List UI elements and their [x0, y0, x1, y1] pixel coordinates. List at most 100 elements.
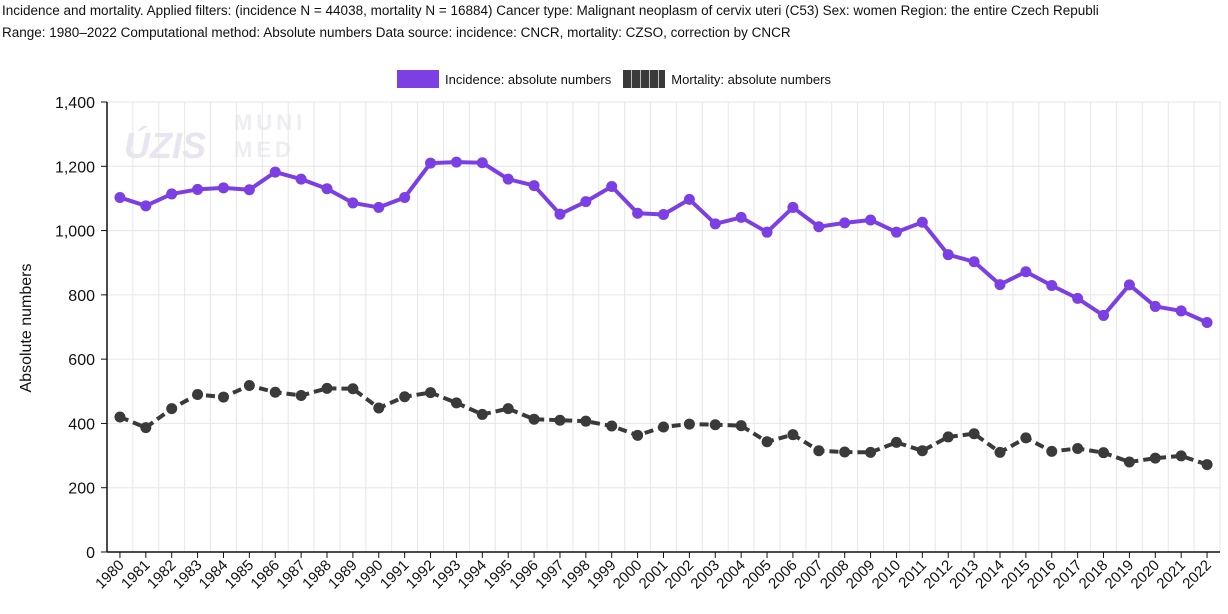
x-tick-label: 2009: [843, 557, 879, 593]
data-point-incidence[interactable]: Incidence: absolute numbers 1996: 1140: [528, 180, 540, 192]
data-point-incidence[interactable]: Incidence: absolute numbers 1993: 1213: [450, 156, 462, 168]
data-point-incidence[interactable]: Incidence: absolute numbers 1985: 1127: [243, 184, 255, 196]
data-point-incidence[interactable]: Incidence: absolute numbers 2006: 1072: [787, 201, 799, 213]
data-point-incidence[interactable]: Incidence: absolute numbers 2004: 1041: [735, 211, 747, 223]
data-point-mortality[interactable]: Mortality: absolute numbers 1985: 518: [243, 380, 255, 391]
data-point-incidence[interactable]: Incidence: absolute numbers 1994: 1211: [476, 157, 488, 169]
data-point-incidence[interactable]: Incidence: absolute numbers 1982: 1114: [166, 188, 178, 200]
data-point-incidence[interactable]: Incidence: absolute numbers 2014: 832: [994, 279, 1006, 291]
data-point-mortality[interactable]: Mortality: absolute numbers 1992: 496: [425, 387, 437, 399]
data-point-mortality[interactable]: Mortality: absolute numbers 2021: 299: [1175, 450, 1187, 462]
data-point-mortality[interactable]: Mortality: absolute numbers 2022: 272: [1201, 459, 1213, 471]
data-point-mortality[interactable]: Mortality: absolute numbers 2014: 310: [994, 446, 1006, 458]
data-point-mortality[interactable]: Mortality: absolute numbers 1996: 413: [528, 413, 540, 425]
data-point-incidence[interactable]: Incidence: absolute numbers 2005: 995: [761, 226, 773, 238]
data-point-mortality[interactable]: Mortality: absolute numbers 2020: 292: [1149, 452, 1161, 464]
x-tick-label: 2021: [1153, 557, 1189, 593]
data-point-mortality[interactable]: Mortality: absolute numbers 1986: 497: [269, 386, 281, 398]
data-point-mortality[interactable]: Mortality: absolute numbers 1995: 446: [502, 403, 514, 415]
data-point-mortality[interactable]: Mortality: absolute numbers 1988: 509: [321, 382, 333, 394]
data-point-mortality[interactable]: Mortality: absolute numbers 1991: 483: [399, 391, 411, 403]
data-point-mortality[interactable]: Mortality: absolute numbers 1998: 407: [580, 415, 592, 427]
data-point-mortality[interactable]: Mortality: absolute numbers 2009: 310: [865, 446, 877, 458]
data-point-mortality[interactable]: Mortality: absolute numbers 2015: 355: [1020, 432, 1032, 444]
data-point-mortality[interactable]: Mortality: absolute numbers 2006: 365: [787, 429, 799, 441]
data-point-mortality[interactable]: Mortality: absolute numbers 2018: 309: [1098, 447, 1110, 459]
data-point-mortality[interactable]: Mortality: absolute numbers 1984: 482: [217, 391, 229, 403]
y-tick-label: 400: [68, 416, 95, 433]
data-point-mortality[interactable]: Mortality: absolute numbers 1983: 490: [192, 389, 204, 400]
legend-item-incidence[interactable]: Incidence: absolute numbers: [397, 70, 611, 88]
data-point-incidence[interactable]: Incidence: absolute numbers 1990: 1072: [373, 201, 385, 213]
data-point-mortality[interactable]: Mortality: absolute numbers 2013: 368: [968, 428, 980, 440]
data-point-mortality[interactable]: Mortality: absolute numbers 1982: 446: [166, 403, 178, 415]
data-point-incidence[interactable]: Incidence: absolute numbers 2015: 872: [1020, 266, 1032, 278]
data-point-mortality[interactable]: Mortality: absolute numbers 2000: 363: [632, 429, 644, 441]
data-point-incidence[interactable]: Incidence: absolute numbers 1981: 1077: [140, 200, 152, 212]
data-point-incidence[interactable]: Incidence: absolute numbers 2001: 1050: [658, 209, 669, 220]
data-point-incidence[interactable]: Incidence: absolute numbers 1983: 1128: [192, 183, 204, 195]
data-point-mortality[interactable]: Mortality: absolute numbers 2011: 315: [916, 445, 928, 457]
x-tick-label: 2005: [739, 557, 775, 593]
data-point-incidence[interactable]: Incidence: absolute numbers 2021: 750: [1175, 305, 1187, 317]
data-point-incidence[interactable]: Incidence: absolute numbers 1980: 1103: [114, 191, 126, 203]
data-point-incidence[interactable]: Incidence: absolute numbers 2012: 925: [942, 249, 954, 261]
data-point-mortality[interactable]: Mortality: absolute numbers 2002: 398: [683, 418, 695, 430]
x-tick-label: 1993: [429, 557, 465, 593]
data-point-incidence[interactable]: Incidence: absolute numbers 2018: 736: [1098, 309, 1110, 321]
data-point-mortality[interactable]: Mortality: absolute numbers 2008: 311: [839, 446, 851, 458]
data-point-incidence[interactable]: Incidence: absolute numbers 1987: 1160: [295, 173, 307, 185]
data-point-incidence[interactable]: Incidence: absolute numbers 2022: 714: [1201, 317, 1213, 328]
data-point-mortality[interactable]: Mortality: absolute numbers 2005: 343: [761, 436, 773, 448]
data-point-incidence[interactable]: Incidence: absolute numbers 1988: 1130: [321, 183, 333, 195]
x-tick-label: 2013: [946, 557, 982, 593]
data-point-incidence[interactable]: Incidence: absolute numbers 1999: 1137: [606, 181, 618, 193]
data-point-incidence[interactable]: Incidence: absolute numbers 1989: 1086: [347, 197, 359, 209]
data-point-incidence[interactable]: Incidence: absolute numbers 1991: 1103: [399, 191, 411, 203]
data-point-mortality[interactable]: Mortality: absolute numbers 2003: 396: [709, 419, 721, 431]
data-point-incidence[interactable]: Incidence: absolute numbers 1997: 1051: [554, 208, 566, 220]
data-point-incidence[interactable]: Incidence: absolute numbers 2008: 1024: [839, 217, 851, 229]
data-point-mortality[interactable]: Mortality: absolute numbers 1980: 420: [114, 411, 126, 423]
data-point-incidence[interactable]: Incidence: absolute numbers 2009: 1033: [865, 214, 877, 226]
x-tick-label: 1982: [144, 557, 180, 593]
data-point-incidence[interactable]: Incidence: absolute numbers 2019: 831: [1123, 279, 1135, 291]
x-tick-label: 2007: [791, 557, 827, 593]
x-tick-label: 1984: [196, 557, 232, 593]
data-point-incidence[interactable]: Incidence: absolute numbers 2010: 995: [890, 226, 902, 238]
data-point-mortality[interactable]: Mortality: absolute numbers 1990: 448: [373, 402, 385, 414]
data-point-incidence[interactable]: Incidence: absolute numbers 2000: 1054: [632, 207, 644, 219]
data-point-mortality[interactable]: Mortality: absolute numbers 2010: 341: [890, 436, 902, 448]
data-point-mortality[interactable]: Mortality: absolute numbers 2016: 313: [1046, 445, 1058, 457]
data-point-incidence[interactable]: Incidence: absolute numbers 2017: 789: [1072, 292, 1084, 304]
data-point-incidence[interactable]: Incidence: absolute numbers 1995: 1160: [502, 173, 514, 185]
data-point-incidence[interactable]: Incidence: absolute numbers 2016: 829: [1046, 280, 1058, 292]
data-point-mortality[interactable]: Mortality: absolute numbers 1981: 387: [140, 422, 152, 434]
data-point-incidence[interactable]: Incidence: absolute numbers 2003: 1021: [709, 218, 721, 230]
data-point-mortality[interactable]: Mortality: absolute numbers 1993: 464: [450, 397, 462, 409]
data-point-mortality[interactable]: Mortality: absolute numbers 1987: 487: [295, 389, 307, 401]
data-point-mortality[interactable]: Mortality: absolute numbers 1997: 410: [554, 414, 566, 426]
data-point-mortality[interactable]: Mortality: absolute numbers 2019: 280: [1123, 456, 1135, 468]
data-point-mortality[interactable]: Mortality: absolute numbers 2007: 315: [813, 445, 825, 457]
x-tick-label: 1998: [558, 557, 594, 593]
data-point-incidence[interactable]: Incidence: absolute numbers 2020: 764: [1149, 300, 1161, 312]
data-point-incidence[interactable]: Incidence: absolute numbers 2007: 1012: [813, 221, 825, 233]
x-tick-label: 2016: [1024, 557, 1060, 593]
data-point-incidence[interactable]: Incidence: absolute numbers 2002: 1097: [683, 193, 695, 205]
data-point-mortality[interactable]: Mortality: absolute numbers 2004: 393: [735, 420, 747, 432]
x-tick-label: 1990: [351, 557, 387, 593]
data-point-incidence[interactable]: Incidence: absolute numbers 2013: 903: [968, 256, 980, 268]
data-point-incidence[interactable]: Incidence: absolute numbers 2011: 1026: [916, 216, 928, 228]
data-point-mortality[interactable]: Mortality: absolute numbers 2012: 358: [942, 431, 954, 443]
data-point-incidence[interactable]: Incidence: absolute numbers 1998: 1090: [580, 196, 592, 208]
data-point-mortality[interactable]: Mortality: absolute numbers 2001: 389: [658, 421, 669, 433]
data-point-mortality[interactable]: Mortality: absolute numbers 1989: 508: [347, 383, 359, 395]
legend-item-mortality[interactable]: Mortality: absolute numbers: [623, 70, 831, 88]
data-point-incidence[interactable]: Incidence: absolute numbers 1984: 1133: [217, 182, 229, 194]
data-point-mortality[interactable]: Mortality: absolute numbers 1999: 392: [606, 420, 618, 432]
data-point-mortality[interactable]: Mortality: absolute numbers 2017: 322: [1072, 443, 1084, 454]
data-point-mortality[interactable]: Mortality: absolute numbers 1994: 428: [476, 408, 488, 420]
data-point-incidence[interactable]: Incidence: absolute numbers 1986: 1182: [269, 166, 281, 178]
data-point-incidence[interactable]: Incidence: absolute numbers 1992: 1210: [425, 157, 437, 169]
